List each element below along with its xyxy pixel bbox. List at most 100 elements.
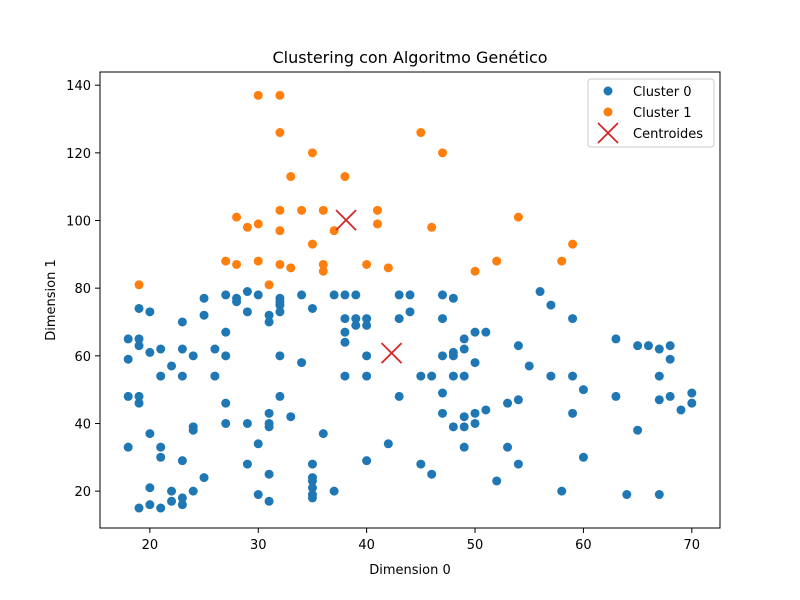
data-point [633, 425, 643, 435]
data-point [264, 496, 274, 506]
legend: Cluster 0 Cluster 1 Centroides [587, 78, 715, 148]
legend-marker [603, 86, 613, 96]
data-point [134, 303, 144, 313]
data-point [340, 172, 350, 182]
x-tick-label: 40 [358, 538, 375, 553]
data-point [318, 205, 328, 215]
data-point [264, 469, 274, 479]
data-point [253, 490, 263, 500]
data-point [264, 317, 274, 327]
data-point [199, 310, 209, 320]
data-point [459, 344, 469, 354]
x-tick-label: 70 [684, 538, 701, 553]
data-point [665, 354, 675, 364]
data-point [134, 334, 144, 344]
data-point [687, 398, 697, 408]
plot-frame [99, 71, 721, 529]
legend-marker-centroides [597, 122, 619, 144]
data-point [264, 280, 274, 290]
data-point [578, 385, 588, 395]
data-point [329, 486, 339, 496]
data-point [297, 358, 307, 368]
data-point [253, 256, 263, 266]
y-tick-label: 120 [66, 147, 91, 162]
data-point [438, 351, 448, 361]
data-point [275, 307, 285, 317]
plot-marks [123, 90, 697, 513]
data-point [568, 239, 578, 249]
centroid-marker [335, 209, 357, 231]
data-point [405, 290, 415, 300]
data-point [427, 371, 437, 381]
data-point [372, 205, 382, 215]
data-point [156, 371, 166, 381]
data-point [340, 290, 350, 300]
data-point [221, 351, 231, 361]
data-point [448, 371, 458, 381]
data-point [177, 500, 187, 510]
data-point [156, 442, 166, 452]
data-point [470, 327, 480, 337]
data-point [438, 388, 448, 398]
data-point [676, 405, 686, 415]
data-point [307, 483, 317, 493]
x-tick-label: 20 [142, 538, 159, 553]
data-point [438, 314, 448, 324]
data-point [492, 476, 502, 486]
data-point [318, 266, 328, 276]
data-point [275, 351, 285, 361]
data-point [297, 205, 307, 215]
data-point [286, 412, 296, 422]
data-point [264, 310, 274, 320]
data-point [513, 341, 523, 351]
data-point [340, 314, 350, 324]
legend-marker [603, 107, 613, 117]
data-point [156, 452, 166, 462]
data-point [578, 452, 588, 462]
data-point [221, 418, 231, 428]
data-point [145, 429, 155, 439]
data-point [156, 503, 166, 513]
x-tick-label: 30 [250, 538, 267, 553]
data-point [448, 293, 458, 303]
data-point [134, 280, 144, 290]
data-point [362, 351, 372, 361]
data-point [264, 408, 274, 418]
data-point [568, 371, 578, 381]
data-point [394, 314, 404, 324]
data-point [232, 259, 242, 269]
data-point [416, 459, 426, 469]
x-tick-label: 60 [575, 538, 592, 553]
data-point [438, 408, 448, 418]
data-point [221, 290, 231, 300]
data-point [362, 320, 372, 330]
data-point [167, 361, 177, 371]
data-point [622, 490, 632, 500]
data-point [470, 408, 480, 418]
data-point [351, 314, 361, 324]
data-point [340, 337, 350, 347]
data-point [177, 371, 187, 381]
data-point [416, 371, 426, 381]
data-point [145, 307, 155, 317]
data-point [546, 300, 556, 310]
data-point [134, 398, 144, 408]
data-point [394, 290, 404, 300]
data-point [427, 469, 437, 479]
data-point [275, 259, 285, 269]
data-point [459, 422, 469, 432]
legend-label: Centroides [633, 127, 703, 142]
data-point [362, 314, 372, 324]
data-point [394, 391, 404, 401]
data-point [513, 395, 523, 405]
data-point [383, 263, 393, 273]
data-point [438, 290, 448, 300]
data-point [286, 263, 296, 273]
data-point [199, 473, 209, 483]
data-point [611, 334, 621, 344]
data-point [687, 388, 697, 398]
data-point [177, 493, 187, 503]
data-point [123, 354, 133, 364]
data-point [351, 290, 361, 300]
data-point [307, 239, 317, 249]
